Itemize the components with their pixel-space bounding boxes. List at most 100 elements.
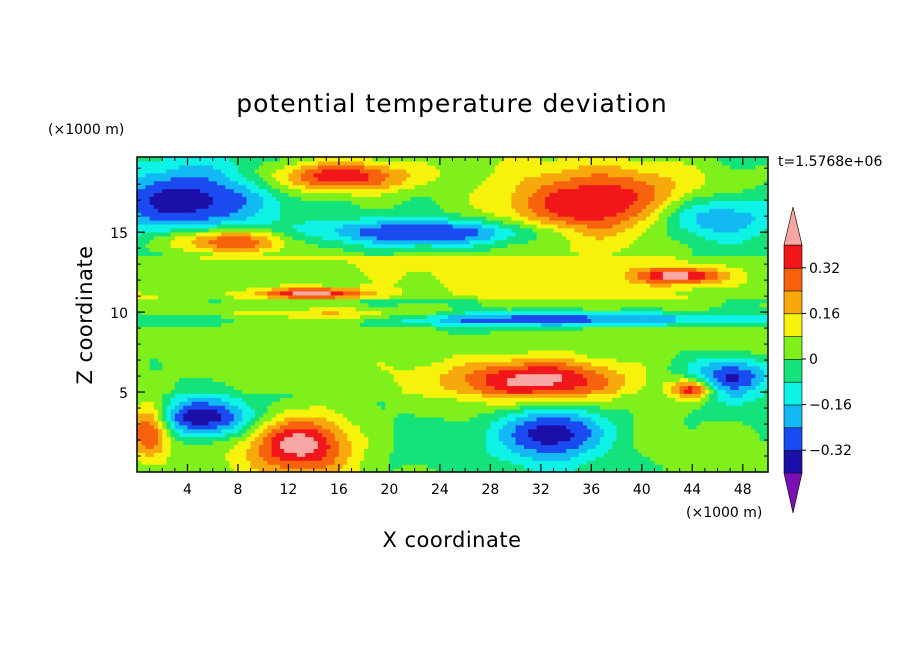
- contour-cell: [343, 405, 348, 410]
- contour-cell: [305, 424, 311, 430]
- contour-cell: [402, 365, 407, 371]
- contour-cell: [477, 440, 483, 446]
- contour-cell: [322, 416, 327, 422]
- contour-cell: [271, 468, 277, 472]
- contour-cell: [418, 373, 424, 379]
- contour-cell: [620, 393, 626, 398]
- contour-cell: [359, 389, 365, 394]
- contour-cell: [540, 393, 546, 398]
- contour-cell: [456, 361, 462, 367]
- contour-cell: [717, 346, 723, 351]
- contour-cell: [688, 464, 693, 469]
- contour-cell: [334, 393, 340, 398]
- contour-cell: [759, 357, 765, 363]
- contour-cell: [612, 349, 618, 355]
- contour-cell: [582, 428, 588, 434]
- contour-cell: [355, 420, 361, 426]
- contour-cell: [553, 448, 559, 453]
- contour-cell: [755, 456, 761, 461]
- contour-cell: [301, 405, 306, 410]
- contour-cell: [347, 349, 353, 355]
- contour-cell: [679, 424, 685, 430]
- contour-cell: [751, 361, 756, 367]
- contour-cell: [204, 401, 210, 406]
- contour-cell: [204, 353, 210, 359]
- contour-cell: [700, 385, 706, 390]
- contour-cell: [490, 405, 496, 410]
- contour-cell: [397, 346, 403, 351]
- contour-cell: [511, 385, 517, 390]
- contour-cell: [376, 440, 382, 446]
- contour-cell: [688, 365, 693, 371]
- contour-cell: [296, 369, 302, 375]
- contour-cell: [465, 401, 470, 406]
- contour-cell: [141, 346, 147, 351]
- contour-cell: [511, 456, 517, 461]
- contour-cell: [296, 456, 302, 461]
- contour-cell: [730, 428, 735, 434]
- contour-cell: [502, 424, 508, 430]
- contour-cell: [717, 373, 723, 379]
- contour-cell: [704, 361, 710, 367]
- contour-cell: [473, 349, 479, 355]
- contour-cell: [212, 440, 218, 446]
- contour-cell: [380, 436, 386, 442]
- contour-cell: [545, 464, 550, 469]
- contour-cell: [725, 342, 731, 347]
- contour-cell: [498, 393, 504, 398]
- contour-cell: [629, 389, 634, 394]
- contour-cell: [650, 428, 656, 434]
- contour-cell: [738, 428, 744, 434]
- contour-cell: [271, 385, 277, 390]
- contour-cell: [296, 452, 302, 457]
- contour-cell: [254, 377, 260, 383]
- contour-cell: [612, 385, 618, 390]
- contour-cell: [692, 456, 698, 461]
- contour-cell: [376, 464, 382, 469]
- contour-cell: [309, 369, 315, 375]
- contour-cell: [330, 460, 336, 465]
- contour-cell: [557, 428, 563, 434]
- contour-cell: [460, 353, 466, 359]
- contour-cell: [633, 361, 639, 367]
- contour-cell: [431, 432, 437, 438]
- contour-cell: [587, 432, 592, 438]
- contour-cell: [448, 365, 454, 371]
- contour-cell: [473, 452, 479, 457]
- contour-cell: [566, 346, 571, 351]
- contour-cell: [229, 346, 235, 351]
- contour-cell: [368, 353, 374, 359]
- contour-cell: [250, 460, 256, 465]
- contour-cell: [755, 432, 761, 438]
- contour-cell: [633, 468, 639, 472]
- contour-cell: [452, 361, 458, 367]
- contour-cell: [166, 385, 172, 390]
- contour-cell: [616, 468, 622, 472]
- contour-cell: [162, 401, 168, 406]
- contour-cell: [667, 412, 672, 418]
- contour-cell: [170, 456, 176, 461]
- contour-cell: [439, 456, 445, 461]
- contour-cell: [486, 440, 491, 446]
- contour-cell: [738, 342, 744, 347]
- contour-cell: [721, 369, 727, 375]
- contour-cell: [389, 361, 395, 367]
- contour-cell: [317, 385, 323, 390]
- contour-cell: [431, 357, 437, 363]
- contour-cell: [145, 405, 151, 410]
- contour-cell: [179, 409, 184, 414]
- contour-cell: [633, 456, 639, 461]
- contour-cell: [402, 369, 407, 375]
- contour-cell: [549, 412, 555, 418]
- contour-cell: [587, 397, 592, 402]
- contour-cell: [746, 397, 752, 402]
- contour-cell: [595, 460, 601, 465]
- contour-cell: [704, 369, 710, 375]
- contour-cell: [498, 373, 504, 379]
- contour-cell: [469, 397, 475, 402]
- contour-cell: [216, 468, 222, 472]
- contour-cell: [570, 424, 576, 430]
- contour-cell: [692, 349, 698, 355]
- contour-cell: [389, 342, 395, 347]
- contour-cell: [481, 361, 487, 367]
